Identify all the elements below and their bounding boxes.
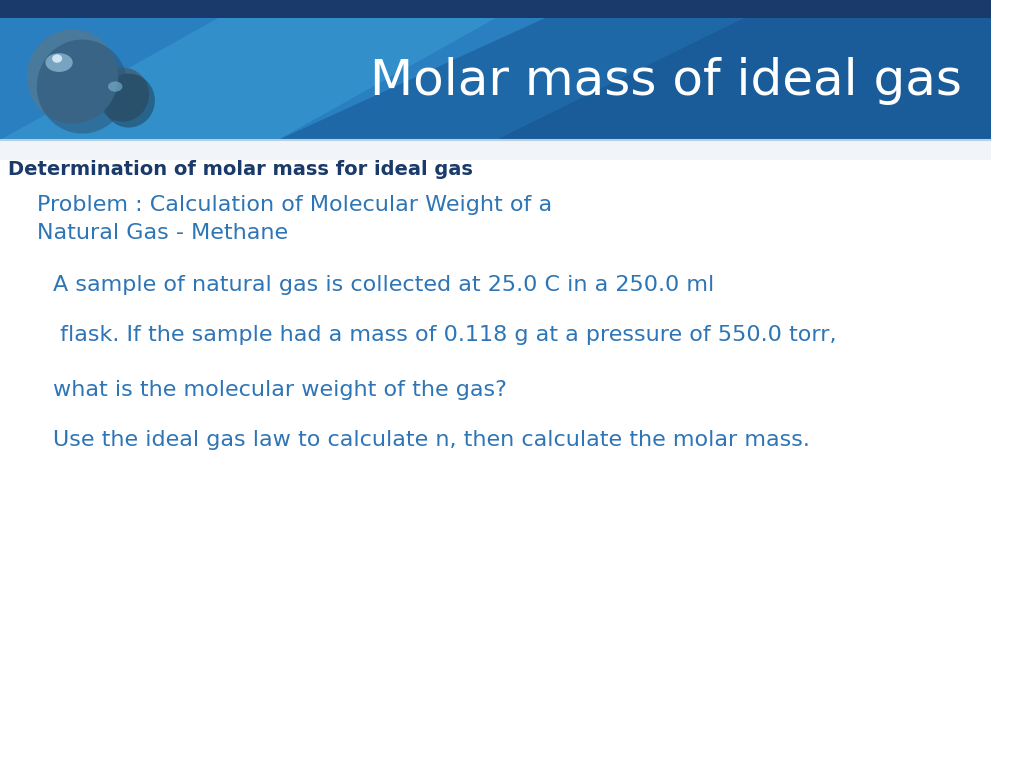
Text: what is the molecular weight of the gas?: what is the molecular weight of the gas? [53,380,507,400]
Circle shape [27,29,118,124]
Bar [0,0,991,18]
Ellipse shape [52,55,62,63]
Ellipse shape [45,53,73,72]
Text: flask. If the sample had a mass of 0.118 g at a pressure of 550.0 torr,: flask. If the sample had a mass of 0.118… [53,325,837,345]
Circle shape [102,74,155,127]
Circle shape [97,68,150,121]
Text: A sample of natural gas is collected at 25.0 C in a 250.0 ml: A sample of natural gas is collected at … [53,275,715,295]
Polygon shape [278,18,991,140]
Bar [0,140,991,768]
Text: Molar mass of ideal gas: Molar mass of ideal gas [370,58,962,105]
Circle shape [37,40,128,134]
Bar [0,140,991,160]
Text: Use the ideal gas law to calculate n, then calculate the molar mass.: Use the ideal gas law to calculate n, th… [53,430,810,450]
Text: Problem : Calculation of Molecular Weight of a
Natural Gas - Methane: Problem : Calculation of Molecular Weigh… [37,195,552,243]
Text: Determination of molar mass for ideal gas: Determination of molar mass for ideal ga… [8,160,473,179]
Polygon shape [0,18,496,140]
Polygon shape [496,18,991,140]
Bar [0,18,991,140]
Ellipse shape [108,81,123,91]
